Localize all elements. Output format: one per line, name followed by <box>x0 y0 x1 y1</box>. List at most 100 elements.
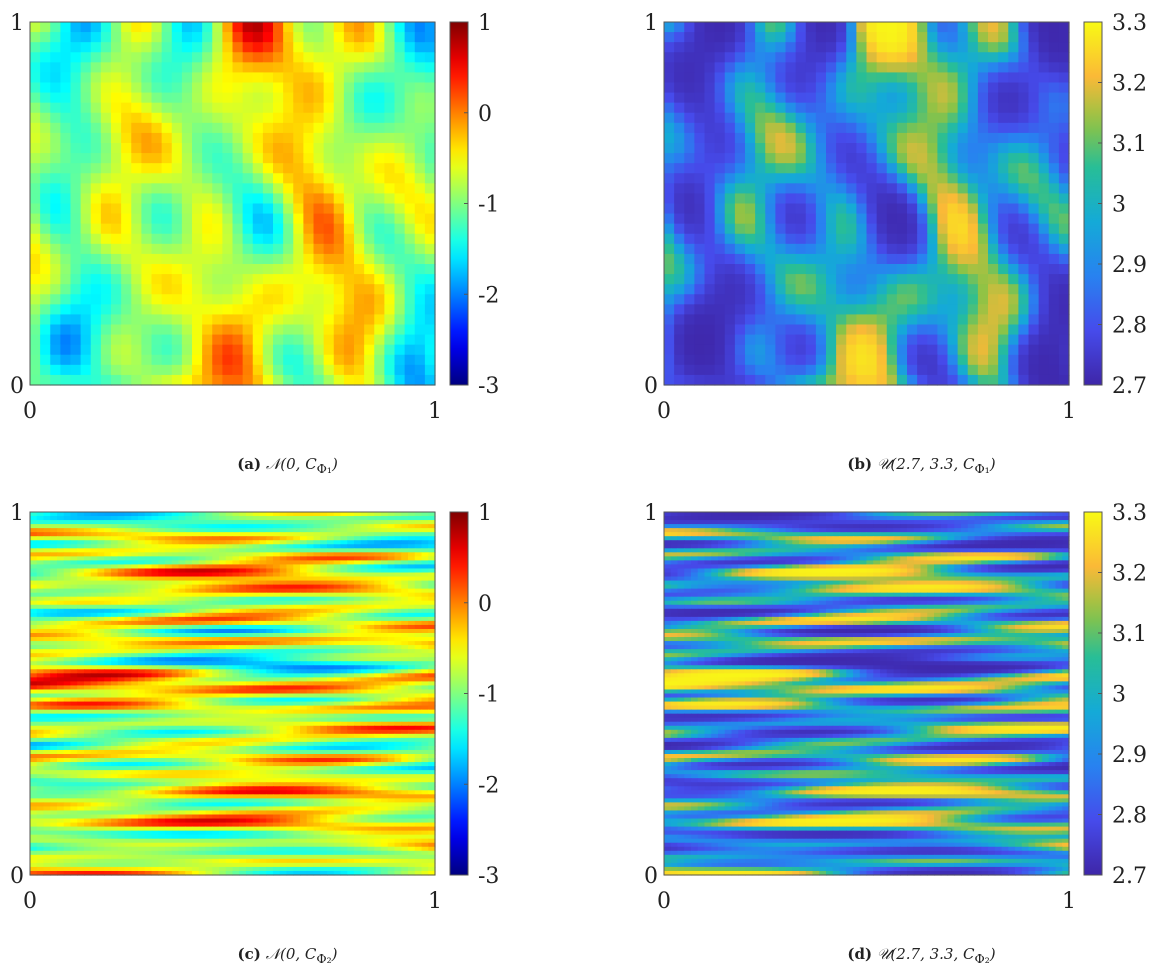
heatmap-cell <box>212 593 219 598</box>
heatmap-cell <box>222 193 233 204</box>
heatmap-cell <box>341 556 348 561</box>
heatmap-cell <box>826 153 837 164</box>
heatmap-cell <box>226 528 233 533</box>
heatmap-cell <box>1059 133 1070 144</box>
heatmap-cell <box>30 314 41 325</box>
heatmap-cell <box>877 325 888 336</box>
heatmap-cell <box>91 93 102 104</box>
heatmap-cell <box>334 204 345 215</box>
heatmap-cell <box>684 214 695 225</box>
heatmap-cell <box>98 548 105 553</box>
heatmap-cell <box>428 581 435 586</box>
heatmap-cell <box>158 597 165 602</box>
heatmap-cell <box>307 645 314 650</box>
heatmap-cell <box>202 304 213 315</box>
heatmap-cell <box>77 593 84 598</box>
heatmap-cell <box>1049 224 1060 235</box>
heatmap-cell <box>327 593 334 598</box>
heatmap-cell <box>152 516 159 521</box>
heatmap-cell <box>192 520 199 525</box>
heatmap-cell <box>988 304 999 315</box>
heatmap-cell <box>425 62 436 73</box>
heatmap-cell <box>425 284 436 295</box>
heatmap-cell <box>368 581 375 586</box>
heatmap-cell <box>138 593 145 598</box>
heatmap-cell <box>91 609 98 614</box>
heatmap-cell <box>674 254 685 265</box>
heatmap-cell <box>664 153 675 164</box>
heatmap-cell <box>674 32 685 43</box>
heatmap-cell <box>206 540 213 545</box>
heatmap-cell <box>408 536 415 541</box>
heatmap-cell <box>77 601 84 606</box>
heatmap-cell <box>158 617 165 622</box>
heatmap-cell <box>998 193 1009 204</box>
heatmap-cell <box>368 629 375 634</box>
heatmap-cell <box>1018 234 1029 245</box>
heatmap-cell <box>816 284 827 295</box>
heatmap-cell <box>266 548 273 553</box>
heatmap-cell <box>856 72 867 83</box>
heatmap-cell <box>263 123 274 134</box>
heatmap-cell <box>388 633 395 638</box>
heatmap-cell <box>273 544 280 549</box>
heatmap-cell <box>50 556 57 561</box>
heatmap-cell <box>30 72 41 83</box>
heatmap-cell <box>347 520 354 525</box>
heatmap-cell <box>219 573 226 578</box>
heatmap-cell <box>243 284 254 295</box>
heatmap-cell <box>293 520 300 525</box>
heatmap-cell <box>40 284 51 295</box>
heatmap-cell <box>428 548 435 553</box>
heatmap-cell <box>735 62 746 73</box>
heatmap-cell <box>212 585 219 590</box>
heatmap-cell <box>374 573 381 578</box>
heatmap-cell <box>280 564 287 569</box>
heatmap-cell <box>152 573 159 578</box>
heatmap-cell <box>165 605 172 610</box>
heatmap-cell <box>253 304 264 315</box>
heatmap-cell <box>786 163 797 174</box>
heatmap-cell <box>1049 32 1060 43</box>
heatmap-cell <box>162 83 173 94</box>
heatmap-cell <box>347 633 354 638</box>
heatmap-cell <box>937 72 948 83</box>
heatmap-cell <box>415 133 426 144</box>
heatmap-cell <box>182 274 193 285</box>
heatmap-cell <box>968 22 979 33</box>
heatmap-cell <box>755 345 766 356</box>
heatmap-cell <box>347 621 354 626</box>
heatmap-cell <box>192 609 199 614</box>
heatmap-cell <box>816 72 827 83</box>
heatmap-cell <box>158 605 165 610</box>
heatmap-cell <box>364 52 375 63</box>
heatmap-cell <box>917 22 928 33</box>
heatmap-cell <box>347 629 354 634</box>
heatmap-cell <box>152 83 163 94</box>
heatmap-cell <box>374 633 381 638</box>
heatmap-cell <box>307 637 314 642</box>
heatmap-cell <box>199 597 206 602</box>
heatmap-cell <box>867 42 878 53</box>
heatmap-cell <box>384 224 395 235</box>
heatmap-cell <box>141 103 152 114</box>
heatmap-cell <box>354 62 365 73</box>
heatmap-cell <box>354 52 365 63</box>
heatmap-cell <box>165 609 172 614</box>
heatmap-cell <box>263 335 274 346</box>
heatmap-cell <box>266 520 273 525</box>
heatmap-cell <box>300 568 307 573</box>
heatmap-cell <box>765 123 776 134</box>
heatmap-cell <box>755 72 766 83</box>
heatmap-cell <box>1049 365 1060 376</box>
heatmap-cell <box>408 641 415 646</box>
heatmap-cell <box>40 62 51 73</box>
heatmap-cell <box>104 617 111 622</box>
heatmap-cell <box>836 264 847 275</box>
heatmap-cell <box>927 173 938 184</box>
heatmap-cell <box>937 274 948 285</box>
heatmap-cell <box>81 325 92 336</box>
heatmap-cell <box>152 605 159 610</box>
heatmap-cell <box>182 224 193 235</box>
heatmap-cell <box>1059 284 1070 295</box>
